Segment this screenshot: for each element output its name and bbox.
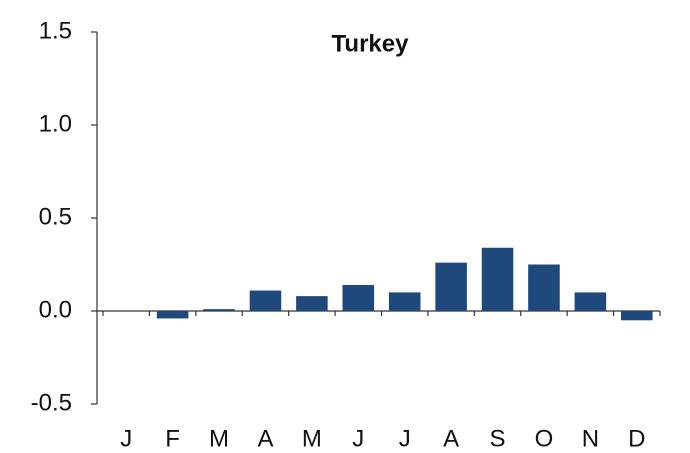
bar: [156, 311, 189, 319]
x-tick-label: M: [209, 425, 229, 452]
bar: [203, 309, 235, 311]
bar: [621, 311, 653, 321]
x-tick-label: M: [302, 425, 322, 452]
bar: [342, 284, 375, 311]
x-tick-label: N: [582, 425, 599, 452]
bar: [574, 292, 607, 311]
x-tick-label: A: [443, 425, 459, 452]
chart-title: Turkey: [332, 30, 410, 57]
x-tick-label: D: [628, 425, 645, 452]
x-tick-label: S: [490, 425, 506, 452]
y-tick-label: 1.0: [39, 110, 72, 137]
x-tick-label: J: [352, 425, 364, 452]
y-tick-label: 0.0: [39, 296, 72, 323]
x-tick-label: J: [399, 425, 411, 452]
x-tick-label: O: [535, 425, 554, 452]
bar: [296, 296, 328, 311]
y-tick-label: 0.5: [39, 203, 72, 230]
y-tick-label: 1.5: [39, 17, 72, 44]
bar: [249, 290, 282, 311]
x-tick-label: F: [165, 425, 180, 452]
bar: [435, 262, 467, 311]
bar: [528, 264, 560, 311]
y-tick-label: -0.5: [31, 389, 72, 416]
bar: [388, 292, 421, 311]
x-tick-label: A: [257, 425, 273, 452]
x-tick-label: J: [120, 425, 132, 452]
bar: [481, 247, 514, 311]
